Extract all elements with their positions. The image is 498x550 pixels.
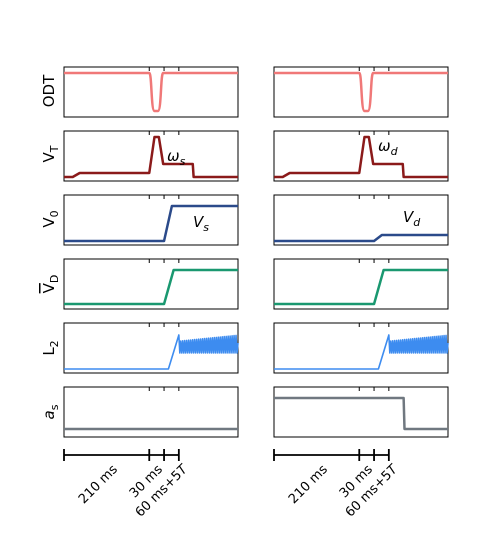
panel-frame-right-2 [273, 194, 449, 246]
timeline-right-label-210: 210 ms [286, 462, 331, 507]
panel-frame-right-1 [273, 130, 449, 182]
panels [63, 66, 449, 438]
odt-trace-left [64, 71, 238, 113]
as-trace-right [274, 396, 448, 431]
row-label-as: as [40, 404, 61, 419]
panel-frame-left-1 [63, 130, 239, 182]
vd-trace-right [274, 268, 448, 306]
timelines [63, 449, 390, 461]
l2-trace-right [274, 334, 449, 370]
timeline-left-label-210: 210 ms [76, 462, 121, 507]
v0-trace-left [64, 204, 238, 243]
v0-trace-right [274, 233, 448, 243]
panel-frame-right-5 [273, 386, 449, 438]
row-label-l2: L2 [40, 340, 61, 355]
panel-frame-left-3 [63, 258, 239, 310]
annotation-v-s: Vs [193, 213, 209, 234]
vt-trace-right [274, 135, 448, 179]
annotation-omega-s: ωs [167, 147, 186, 168]
panel-frame-left-2 [63, 194, 239, 246]
panel-frame-left-5 [63, 386, 239, 438]
vd-trace-left [64, 268, 238, 306]
vt-trace-left [64, 135, 238, 179]
odt-trace-right [274, 71, 448, 113]
row-label-vt: VT [40, 145, 61, 162]
annotation-v-d: Vd [403, 208, 421, 229]
panel-frame-right-0 [273, 66, 449, 118]
panel-frame-left-0 [63, 66, 239, 118]
panel-frame-right-3 [273, 258, 449, 310]
l2-trace-left [64, 334, 239, 370]
annotation-omega-d: ωd [378, 137, 399, 158]
row-label-odt: ODT [40, 74, 58, 107]
row-label-vd: VD [40, 275, 61, 294]
row-label-v0: V0 [40, 210, 61, 227]
